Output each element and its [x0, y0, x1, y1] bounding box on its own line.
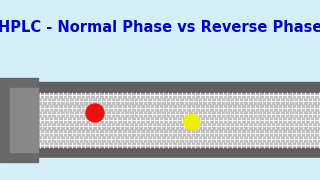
Text: HPLC - Normal Phase vs Reverse Phase: HPLC - Normal Phase vs Reverse Phase — [0, 21, 320, 35]
Circle shape — [86, 104, 104, 122]
Bar — [0, 78, 38, 162]
Bar — [0, 148, 320, 158]
Bar — [10, 88, 38, 152]
Circle shape — [184, 114, 200, 130]
Bar — [0, 92, 320, 148]
Bar — [0, 158, 320, 180]
Bar — [0, 82, 320, 92]
